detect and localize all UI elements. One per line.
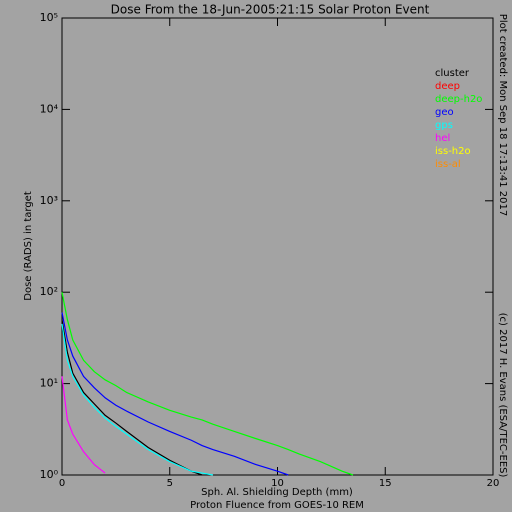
x-tick-label: 20 [487, 478, 500, 489]
x-tick-label: 5 [167, 478, 173, 489]
y-tick-label: 10² [40, 285, 58, 298]
chart-title: Dose From the 18-Jun-2005:21:15 Solar Pr… [111, 3, 430, 17]
legend-label: iss-h2o [435, 146, 471, 157]
x-tick-label: 0 [59, 478, 65, 489]
y-axis-label: Dose (RADS) in target [23, 191, 34, 301]
legend-label: iss-al [435, 159, 461, 170]
annotation: (c) 2017 H. Evans (ESA/TEC-EES) [497, 313, 508, 478]
series-line [61, 312, 289, 476]
legend-label: geo [435, 107, 454, 118]
legend-label: deep [435, 81, 460, 92]
legend-label: cluster [435, 68, 470, 79]
x-axis-label: Sph. Al. Shielding Depth (mm) [201, 487, 353, 498]
x-tick-label: 10 [271, 478, 284, 489]
legend-label: deep-h2o [435, 94, 482, 105]
series-line [61, 376, 106, 474]
series-line [61, 319, 203, 476]
legend-label: hel [435, 133, 450, 144]
subtitle: Proton Fluence from GOES-10 REM [190, 500, 364, 511]
x-tick-label: 15 [379, 478, 392, 489]
series-line [61, 323, 213, 476]
y-tick-label: 10⁵ [40, 11, 58, 24]
legend-label: gps [435, 120, 453, 131]
annotation: Plot created: Mon Sep 18 17:13:41 2017 [497, 14, 508, 216]
y-tick-label: 10⁰ [40, 468, 59, 481]
y-tick-label: 10⁴ [40, 102, 59, 115]
y-tick-label: 10³ [40, 194, 58, 207]
series-line [61, 292, 354, 476]
plot-frame [61, 17, 494, 476]
y-tick-label: 10¹ [40, 377, 58, 390]
